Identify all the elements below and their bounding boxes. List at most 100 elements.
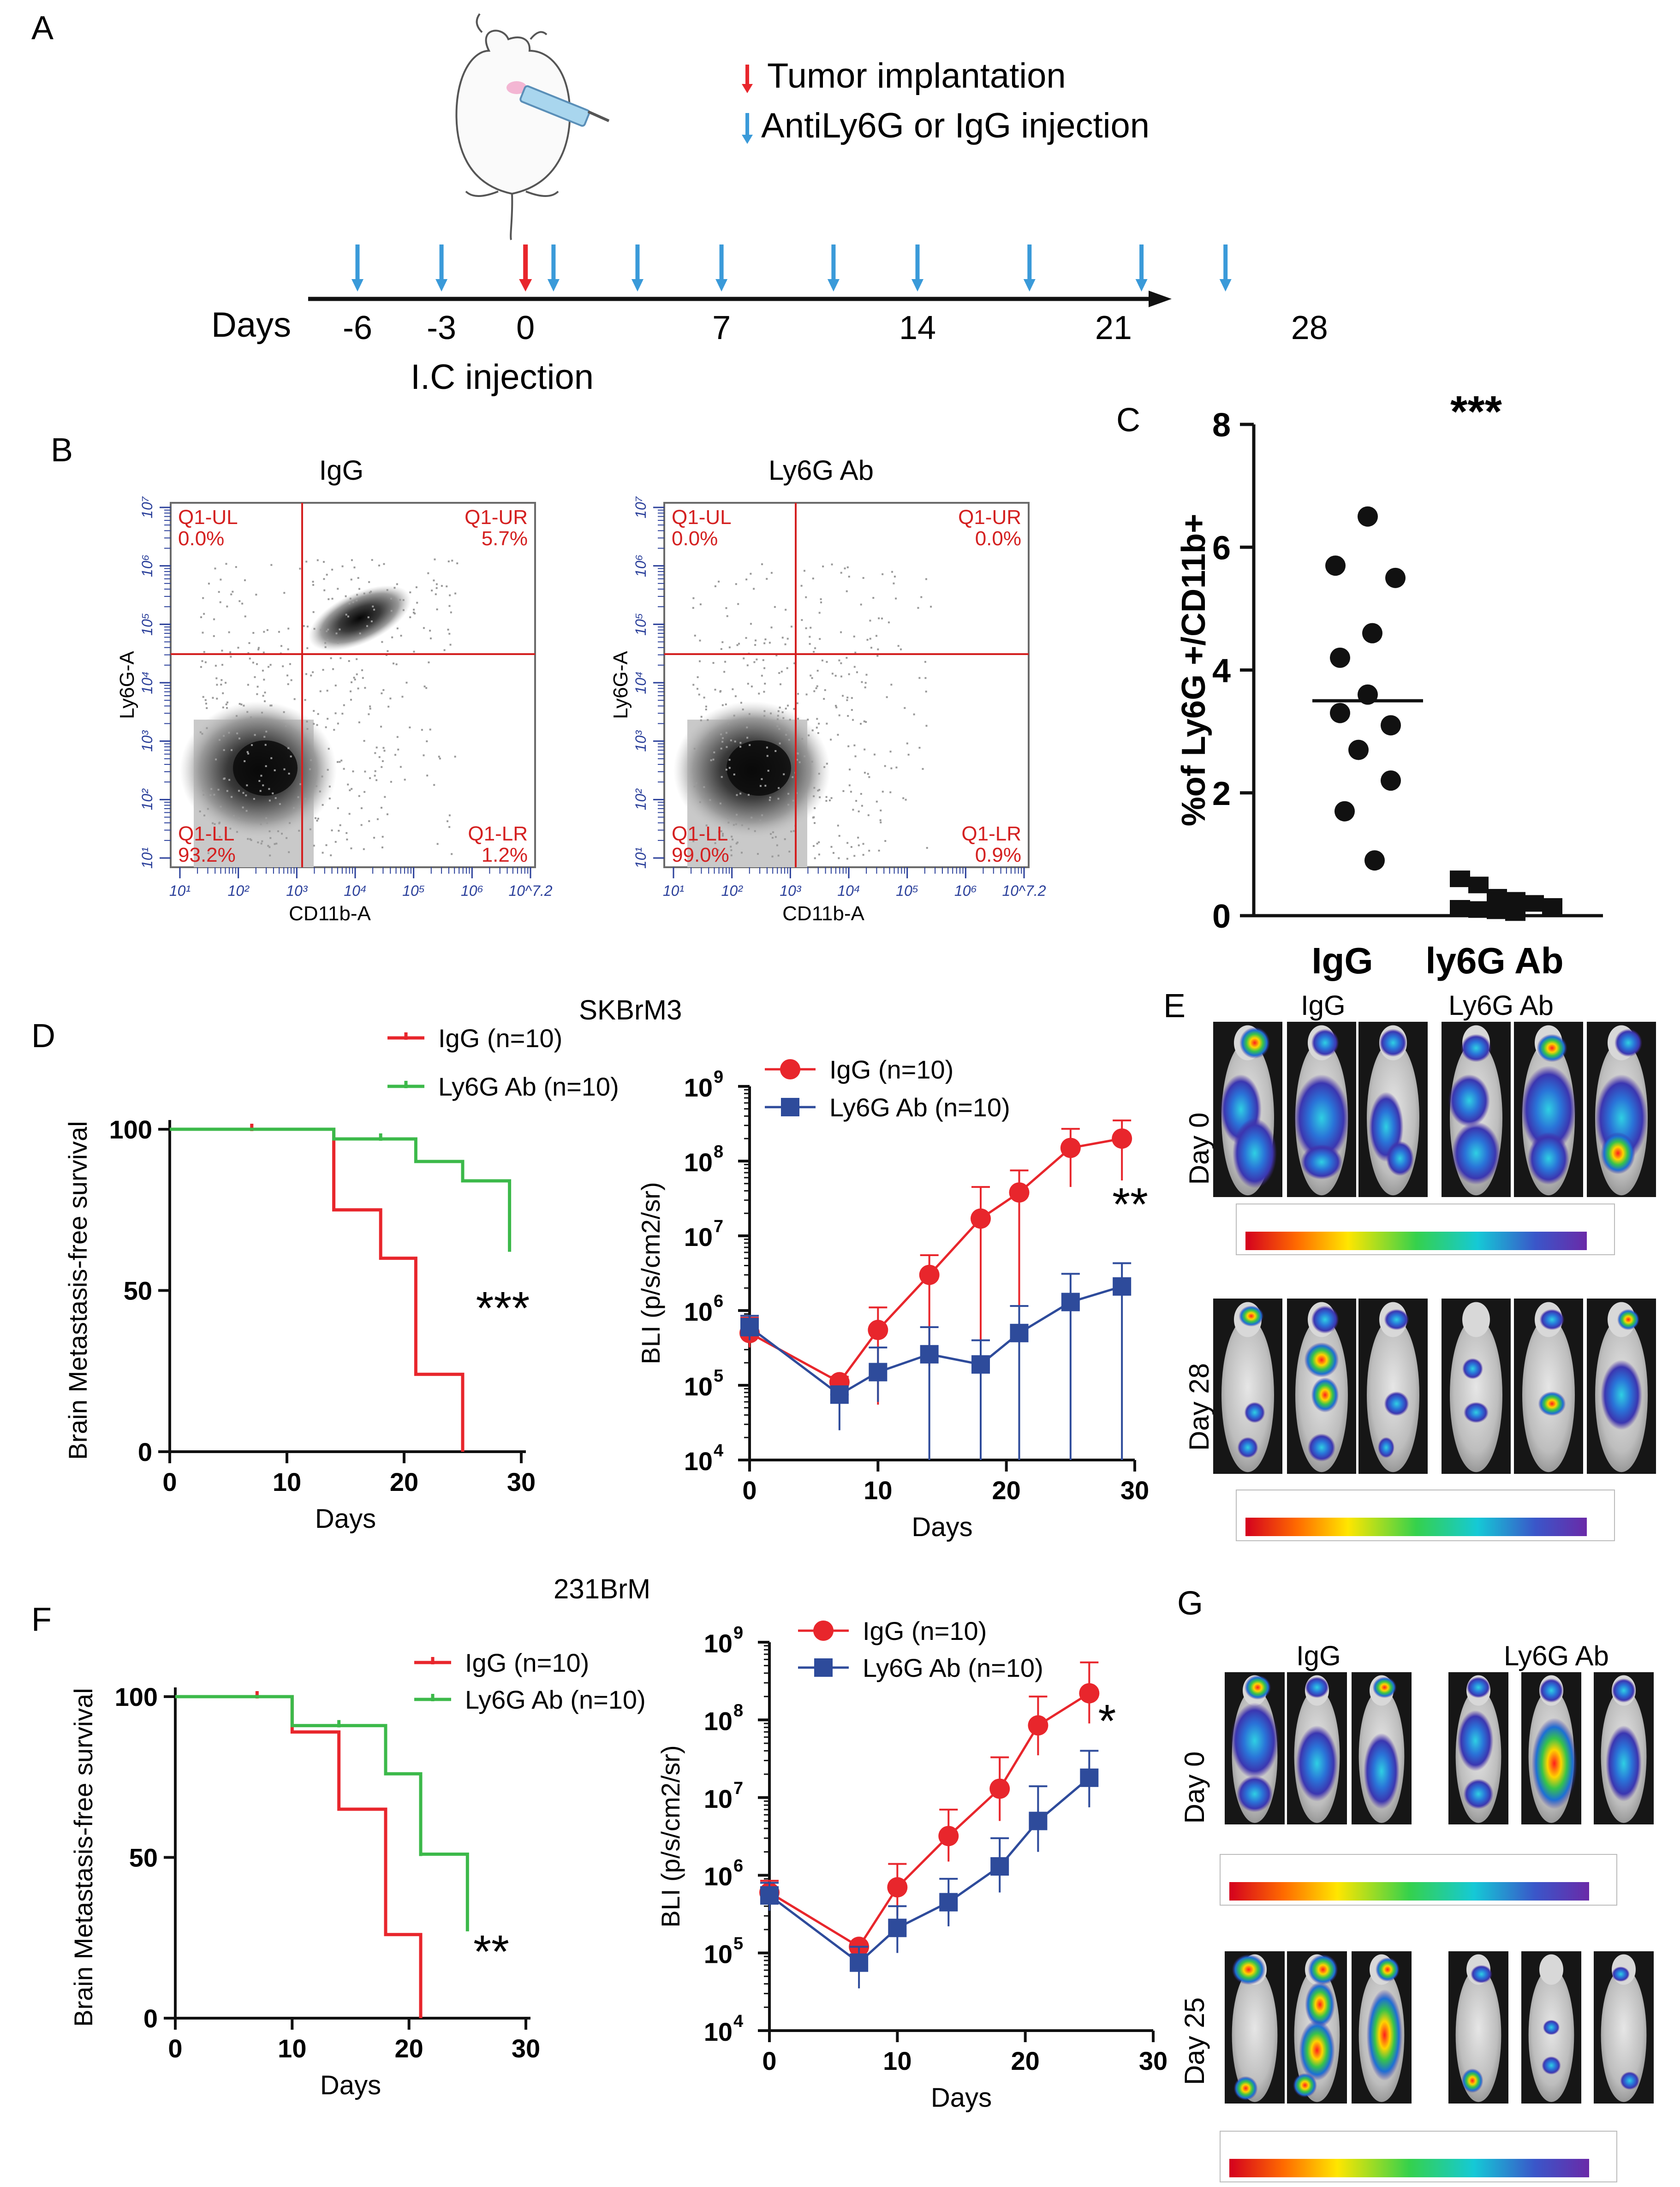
flow-event <box>352 601 354 603</box>
flow-xtick-label: 10⁶ <box>461 882 483 899</box>
flow-event <box>324 642 327 644</box>
flow-event <box>709 799 711 801</box>
flow-event <box>287 627 290 630</box>
flow-event <box>884 840 887 842</box>
bli-point <box>760 1886 779 1905</box>
flow-event <box>924 677 927 679</box>
flow-event <box>831 673 834 675</box>
flow-event <box>266 629 268 631</box>
flow-ylabel: Ly6G-A <box>116 651 138 719</box>
flow-event <box>759 819 762 822</box>
flow-event <box>822 565 824 567</box>
bli-signal <box>1386 1141 1414 1176</box>
flow-event <box>415 586 417 589</box>
flow-event <box>761 778 763 780</box>
flow-event <box>750 623 752 625</box>
flow-event <box>362 677 364 679</box>
flow-event <box>368 581 370 583</box>
flow-event <box>380 726 382 728</box>
c-point <box>1325 555 1346 576</box>
flow-event <box>451 560 453 562</box>
flow-event <box>409 591 411 594</box>
flow-event <box>781 711 784 714</box>
flow-event <box>269 704 272 707</box>
flow-event <box>851 697 853 699</box>
flow-event <box>232 590 234 593</box>
flow-event <box>714 585 716 587</box>
injection-arrowhead <box>435 279 448 292</box>
flow-event <box>387 650 389 652</box>
flow-event <box>246 751 249 753</box>
timeline-tick-label: 21 <box>1095 310 1132 346</box>
flow-event <box>199 731 202 733</box>
luminescence-scale-bar <box>1229 2159 1589 2177</box>
flow-event <box>867 814 870 816</box>
flow-event <box>868 850 870 852</box>
flow-event <box>275 842 278 845</box>
quadrant-name: Q1-UL <box>178 506 238 529</box>
flow-event <box>778 728 780 730</box>
flow-event <box>738 643 740 645</box>
flow-event <box>449 644 452 646</box>
flow-event <box>256 663 258 665</box>
flow-event <box>409 616 411 619</box>
flow-event <box>734 740 736 743</box>
flow-event <box>456 562 459 565</box>
bli-point <box>920 1345 939 1364</box>
flow-event <box>351 788 353 790</box>
c-ytick-label: 2 <box>1212 775 1231 812</box>
bli-signal <box>1617 1309 1639 1330</box>
mouse-head <box>1462 1302 1490 1337</box>
flow-event <box>925 725 928 727</box>
flow-ytick-label: 10⁷ <box>632 496 649 518</box>
flow-event <box>735 583 737 585</box>
flow-event <box>312 581 314 583</box>
mouse-body <box>1455 1968 1501 2102</box>
bli-legend-marker <box>813 1621 834 1641</box>
flow-event <box>725 703 727 705</box>
bli-signal <box>1384 1391 1409 1416</box>
flow-event <box>214 665 217 667</box>
surv-curve <box>175 1695 469 1931</box>
flow-event <box>860 603 862 606</box>
flow-event <box>429 630 431 632</box>
bli-signal <box>1528 1132 1569 1185</box>
flow-event <box>218 591 220 593</box>
flow-event <box>260 842 262 845</box>
flow-event <box>250 839 252 841</box>
flow-event <box>776 718 779 721</box>
flow-event <box>696 688 698 690</box>
flow-event <box>245 794 247 797</box>
bli-point <box>1060 1138 1081 1158</box>
flow-event <box>747 683 749 685</box>
flow-event <box>863 720 865 722</box>
flow-event <box>369 777 371 779</box>
flow-event <box>888 621 890 624</box>
flow-event <box>286 837 288 839</box>
flow-event <box>784 643 786 645</box>
bli-signal <box>1293 2073 1317 2098</box>
flow-event <box>402 599 405 601</box>
flow-event <box>864 748 866 751</box>
flow-event <box>872 597 875 599</box>
flow-event <box>348 602 351 605</box>
flow-event <box>774 836 777 838</box>
bli-legend-marker <box>780 1059 800 1079</box>
flow-event <box>225 834 227 836</box>
flow-event <box>747 794 750 796</box>
flow-event <box>890 684 893 686</box>
flow-event <box>338 829 340 832</box>
flow-event <box>721 834 724 837</box>
mouse-body <box>1232 1968 1278 2102</box>
flow-event <box>761 563 763 566</box>
flow-event <box>850 791 852 793</box>
flow-event <box>900 648 902 650</box>
flow-event <box>713 751 715 754</box>
flow-event <box>736 841 739 844</box>
flow-event <box>363 791 366 793</box>
bli-signal <box>1304 1342 1339 1377</box>
flow-event <box>813 787 816 789</box>
flow-event <box>712 758 715 761</box>
flow-event <box>876 635 878 637</box>
flow-event <box>922 768 924 770</box>
